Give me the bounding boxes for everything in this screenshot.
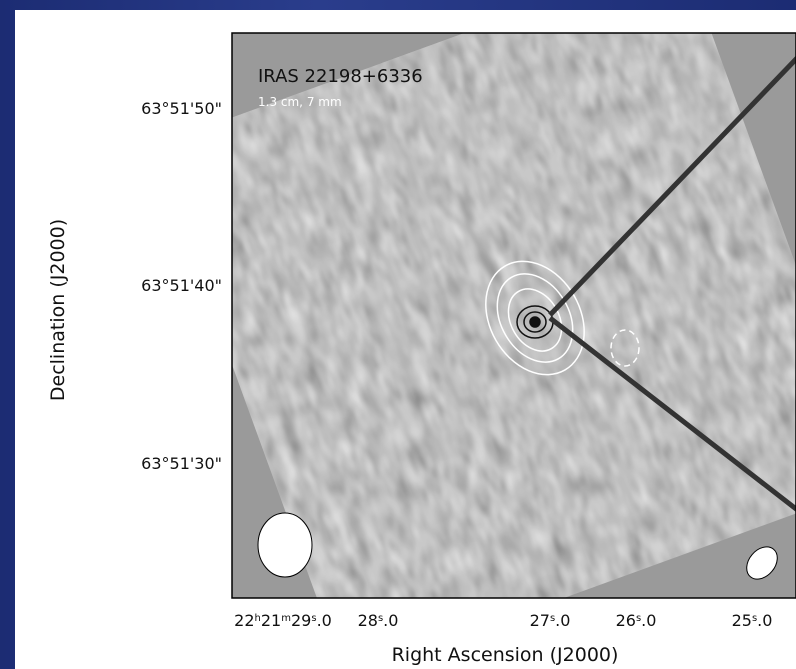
y-axis-title: Declination (J2000) <box>47 219 69 401</box>
source-name: IRAS 22198+6336 <box>258 66 423 87</box>
tick-number: 26 <box>616 611 636 630</box>
tick-unit: m <box>281 613 291 624</box>
page: {"figure":{"source":"IRAS 22198+6336","b… <box>0 0 796 669</box>
tick-number: 29 <box>291 611 311 630</box>
figure: IRAS 22198+6336 1.3 cm, 7 mm Declination… <box>0 0 796 669</box>
y-tick-label: 63°51'40" <box>141 276 222 295</box>
beam <box>258 513 312 577</box>
tick-number: 28 <box>358 611 378 630</box>
map: IRAS 22198+6336 1.3 cm, 7 mm <box>153 0 796 669</box>
x-axis-title: Right Ascension (J2000) <box>392 644 619 666</box>
tick-number: 27 <box>530 611 550 630</box>
tick-number: .0 <box>555 611 570 630</box>
tick-number: .0 <box>383 611 398 630</box>
y-tick-label: 63°51'50" <box>141 99 222 118</box>
y-tick-label: 63°51'30" <box>141 454 222 473</box>
tick-number: 21 <box>261 611 281 630</box>
tick-number: 22 <box>234 611 254 630</box>
tick-number: .0 <box>317 611 332 630</box>
tick-number: .0 <box>757 611 772 630</box>
bands: 1.3 cm, 7 mm <box>258 95 342 109</box>
tick-number: .0 <box>641 611 656 630</box>
tick-number: 25 <box>732 611 752 630</box>
